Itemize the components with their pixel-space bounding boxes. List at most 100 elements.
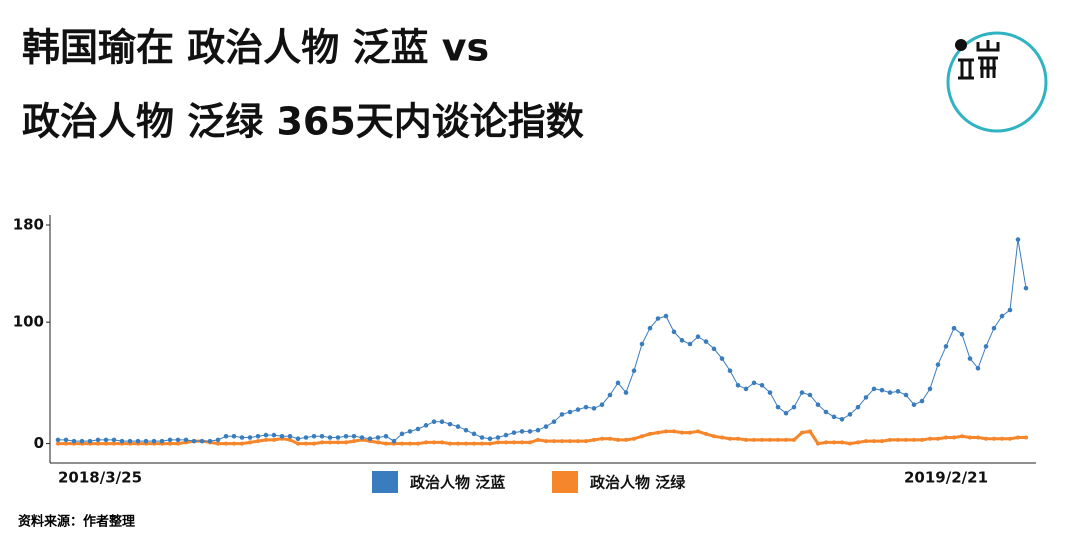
data-point — [279, 433, 285, 439]
data-point — [367, 436, 373, 442]
data-point — [823, 409, 829, 415]
data-point — [440, 440, 444, 445]
data-point — [472, 441, 476, 446]
data-point — [175, 437, 181, 443]
data-point — [455, 424, 461, 429]
data-point — [736, 436, 740, 441]
data-point — [375, 435, 381, 440]
data-point — [167, 437, 173, 443]
data-point — [207, 438, 213, 444]
data-point — [479, 435, 485, 440]
data-point — [255, 433, 261, 439]
data-point — [520, 440, 524, 445]
data-point — [319, 433, 325, 439]
data-point — [376, 440, 380, 445]
data-point — [176, 441, 180, 446]
data-point — [544, 439, 548, 444]
x-tick-label: 2019/2/21 — [904, 469, 988, 487]
series-line — [58, 239, 1027, 442]
data-point — [792, 437, 796, 442]
data-point — [999, 313, 1005, 319]
data-point — [352, 439, 356, 444]
data-point — [216, 441, 220, 446]
data-point — [511, 430, 517, 435]
data-point — [104, 441, 108, 446]
data-point — [679, 338, 685, 343]
data-point — [232, 441, 236, 446]
data-point — [927, 386, 933, 392]
data-point — [471, 431, 477, 437]
data-point — [631, 368, 637, 374]
data-point — [696, 429, 700, 434]
data-point — [976, 435, 980, 440]
data-point — [264, 437, 268, 442]
data-point — [896, 437, 900, 442]
data-point — [400, 441, 404, 446]
data-point — [951, 325, 957, 331]
data-point — [680, 430, 684, 435]
data-point — [959, 331, 965, 337]
data-point — [439, 419, 445, 425]
data-point — [903, 392, 909, 398]
data-point — [64, 441, 68, 446]
data-point — [87, 438, 93, 444]
data-point — [256, 439, 260, 444]
data-point — [575, 407, 581, 412]
data-point — [936, 436, 940, 441]
data-point — [263, 432, 269, 438]
data-point — [496, 440, 500, 445]
data-point — [463, 427, 469, 433]
data-point — [952, 435, 956, 440]
data-point — [599, 402, 605, 408]
data-point — [751, 380, 757, 386]
data-point — [983, 344, 989, 349]
data-point — [703, 339, 709, 344]
data-point — [920, 437, 924, 442]
data-point — [431, 419, 437, 425]
data-point — [943, 344, 949, 349]
data-point — [655, 316, 661, 321]
data-point — [551, 419, 557, 425]
data-point — [688, 430, 692, 435]
data-point — [287, 433, 293, 439]
data-point — [800, 430, 804, 435]
data-point — [351, 433, 357, 439]
data-point — [672, 429, 676, 434]
data-point — [615, 380, 621, 386]
data-point — [135, 438, 141, 444]
data-point — [327, 435, 333, 440]
data-point — [1008, 436, 1012, 441]
data-point — [272, 437, 276, 442]
data-point — [536, 437, 540, 442]
data-point — [391, 438, 397, 444]
data-point — [984, 436, 988, 441]
source-note: 资料来源：作者整理 — [18, 514, 135, 530]
data-point — [784, 437, 788, 442]
y-tick-label: 180 — [13, 216, 44, 234]
data-point — [824, 440, 828, 445]
data-point — [815, 402, 821, 408]
data-point — [56, 441, 60, 446]
data-point — [384, 441, 388, 446]
data-point — [888, 437, 892, 442]
data-point — [383, 433, 389, 439]
data-point — [712, 434, 716, 439]
data-point — [488, 441, 492, 446]
data-point — [855, 404, 861, 410]
data-point — [1016, 435, 1020, 440]
data-point — [448, 441, 452, 446]
data-point — [312, 441, 316, 446]
data-point — [783, 410, 789, 416]
data-point — [271, 432, 277, 438]
data-point — [968, 435, 972, 440]
data-point — [872, 439, 876, 444]
data-point — [752, 437, 756, 442]
data-point — [887, 390, 893, 395]
data-point — [96, 441, 100, 446]
data-point — [935, 362, 941, 367]
data-point — [1015, 237, 1021, 242]
y-tick-label: 100 — [13, 313, 44, 331]
data-point — [103, 437, 109, 443]
